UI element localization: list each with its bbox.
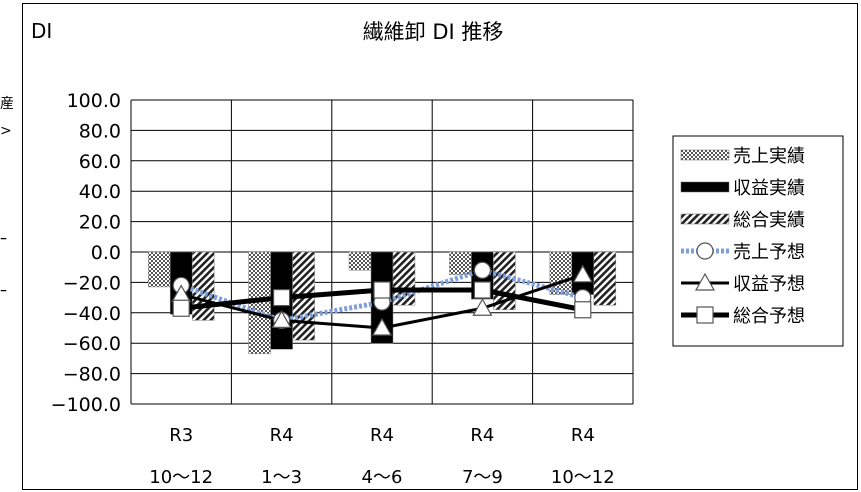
series-3-point xyxy=(574,301,592,319)
legend-label: 総合実績 xyxy=(733,210,805,231)
y-tick-label: −80.0 xyxy=(63,364,121,386)
bar-3 xyxy=(593,251,617,306)
series-1-point xyxy=(473,261,491,279)
edge-fragment-3: ｰ xyxy=(0,232,7,248)
series-3-point xyxy=(273,289,291,307)
y-tick-label: 0.0 xyxy=(91,242,121,264)
di-trend-chart: DI 繊維卸 DI 推移 100.0 80.0 60.0 40.0 20.0 0.0 −20… xyxy=(31,19,844,488)
x-tick-label: R4 xyxy=(470,425,494,446)
series-2-point xyxy=(271,310,292,328)
legend-marker-3 xyxy=(696,306,714,324)
y-tick-label: −20.0 xyxy=(63,272,121,294)
y-tick-label: 80.0 xyxy=(79,120,121,142)
series-2-point xyxy=(572,264,593,283)
legend-label: 総合予想 xyxy=(733,306,805,327)
series-2-point xyxy=(371,317,393,336)
series-3-point xyxy=(473,281,491,299)
edge-fragment-2: > xyxy=(0,123,12,139)
series-line-1 xyxy=(180,267,584,323)
y-tick-label: −60.0 xyxy=(63,333,121,355)
y-tick-label: 100.0 xyxy=(67,90,121,112)
edge-fragment-1: 産 xyxy=(0,96,14,112)
x-tick-sublabel: 10〜12 xyxy=(149,467,213,488)
x-tick-sublabel: 7〜9 xyxy=(462,467,503,488)
legend-swatch-bar-2 xyxy=(680,181,730,193)
y-tick-label: −100.0 xyxy=(51,394,121,416)
legend-label: 収益予想 xyxy=(733,274,805,295)
legend-swatch-bar-1 xyxy=(680,149,730,161)
legend-marker-2 xyxy=(694,272,716,291)
legend-label: 収益実績 xyxy=(733,178,805,199)
x-tick-sublabel: 4〜6 xyxy=(362,467,403,488)
x-tick-label: R4 xyxy=(370,425,394,446)
series-3-point xyxy=(373,281,391,299)
legend-label: 売上予想 xyxy=(733,242,805,263)
x-tick-label: R3 xyxy=(169,425,193,446)
chart-title: 繊維卸 DI 推移 xyxy=(363,20,504,44)
edge-fragment-4: ｰ xyxy=(0,284,7,300)
x-tick-sublabel: 10〜12 xyxy=(551,467,615,488)
y-tick-label: −40.0 xyxy=(63,303,121,325)
legend-label: 売上実績 xyxy=(733,146,805,167)
y-tick-label: 20.0 xyxy=(79,212,121,234)
bar-1 xyxy=(348,251,372,271)
y-tick-label: 60.0 xyxy=(79,151,121,173)
x-tick-label: R4 xyxy=(571,425,595,446)
bar-1 xyxy=(147,251,171,288)
legend-swatch-bar-3 xyxy=(680,213,730,225)
chart-frame: DI 繊維卸 DI 推移 100.0 80.0 60.0 40.0 20.0 0.0 −20… xyxy=(22,3,858,490)
bar-3 xyxy=(191,251,215,321)
legend-marker-1 xyxy=(696,242,714,260)
series-2-point xyxy=(472,298,493,316)
x-tick-sublabel: 1〜3 xyxy=(261,467,302,488)
y-axis-label: DI xyxy=(31,19,52,43)
x-tick-label: R4 xyxy=(270,425,294,446)
bar-1 xyxy=(449,251,472,276)
series-3-point xyxy=(172,299,190,317)
y-tick-label: 40.0 xyxy=(79,181,121,203)
